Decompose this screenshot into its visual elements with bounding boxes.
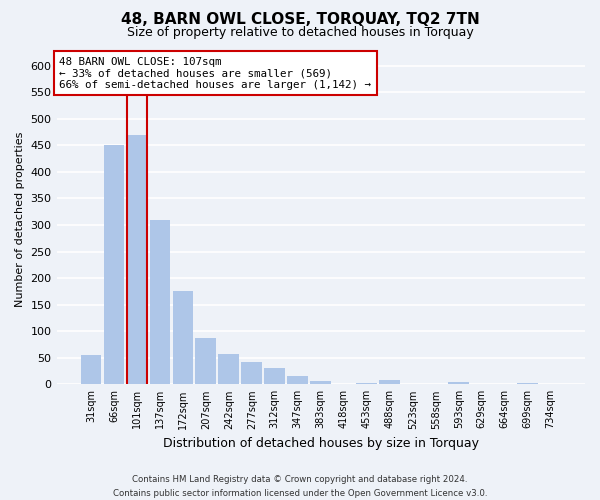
- Bar: [173, 292, 193, 384]
- Bar: [379, 380, 400, 384]
- Bar: [149, 220, 170, 384]
- Bar: [287, 376, 308, 384]
- Bar: [104, 146, 124, 384]
- Bar: [196, 338, 216, 384]
- Text: Contains HM Land Registry data © Crown copyright and database right 2024.
Contai: Contains HM Land Registry data © Crown c…: [113, 476, 487, 498]
- Bar: [310, 381, 331, 384]
- Text: Size of property relative to detached houses in Torquay: Size of property relative to detached ho…: [127, 26, 473, 39]
- Bar: [356, 383, 377, 384]
- Bar: [517, 383, 538, 384]
- Bar: [218, 354, 239, 384]
- Bar: [127, 134, 147, 384]
- Bar: [265, 368, 285, 384]
- Y-axis label: Number of detached properties: Number of detached properties: [15, 132, 25, 308]
- Text: 48, BARN OWL CLOSE, TORQUAY, TQ2 7TN: 48, BARN OWL CLOSE, TORQUAY, TQ2 7TN: [121, 12, 479, 28]
- Bar: [80, 355, 101, 384]
- Bar: [241, 362, 262, 384]
- Text: 48 BARN OWL CLOSE: 107sqm
← 33% of detached houses are smaller (569)
66% of semi: 48 BARN OWL CLOSE: 107sqm ← 33% of detac…: [59, 56, 371, 90]
- Bar: [448, 382, 469, 384]
- X-axis label: Distribution of detached houses by size in Torquay: Distribution of detached houses by size …: [163, 437, 479, 450]
